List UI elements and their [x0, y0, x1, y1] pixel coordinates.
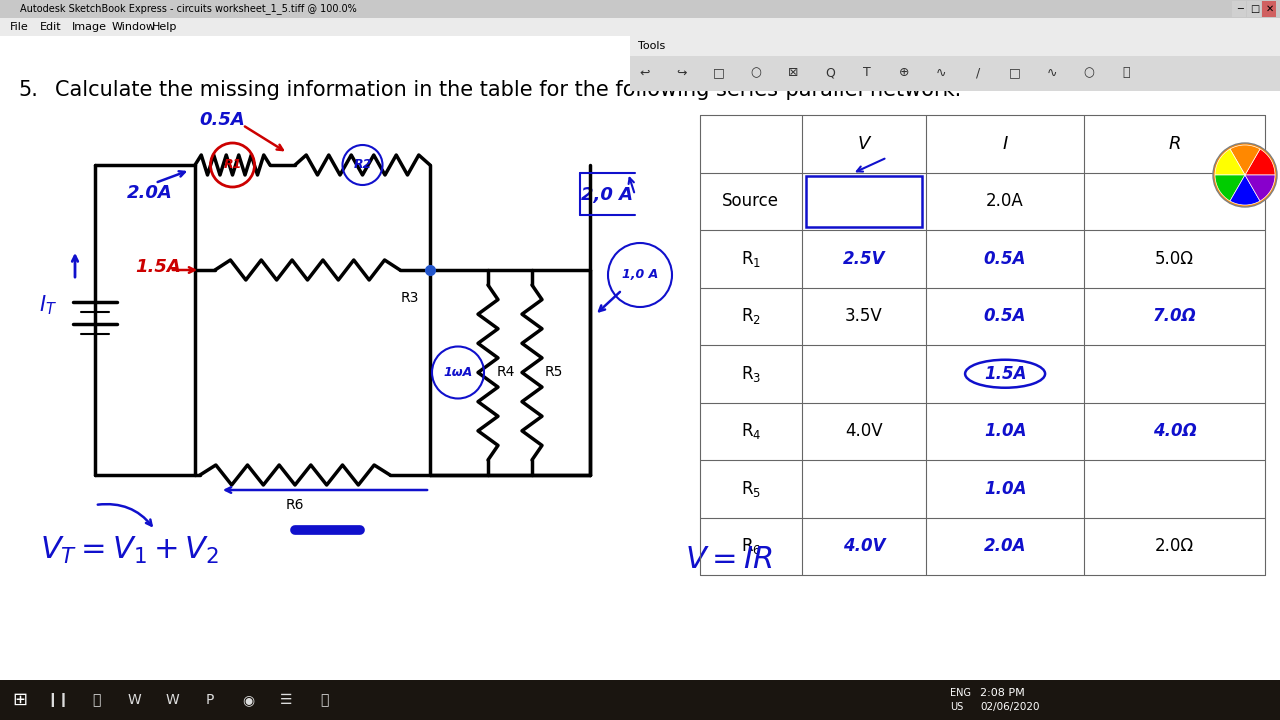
Text: 02/06/2020: 02/06/2020	[980, 702, 1039, 712]
Text: ⊠: ⊠	[787, 66, 799, 79]
Text: Autodesk SketchBook Express - circuits worksheet_1_5.tiff @ 100.0%: Autodesk SketchBook Express - circuits w…	[20, 4, 357, 14]
Bar	[805, 176, 922, 227]
Text: R4: R4	[497, 366, 515, 379]
Text: ✕: ✕	[1266, 4, 1274, 14]
Text: ○: ○	[1084, 66, 1094, 79]
Text: ○: ○	[750, 66, 762, 79]
Text: R: R	[1169, 135, 1181, 153]
Text: 2,0 A: 2,0 A	[581, 186, 634, 204]
Text: 📁: 📁	[92, 693, 100, 707]
Wedge shape	[1230, 175, 1260, 205]
Text: W: W	[127, 693, 141, 707]
Text: 2.0A: 2.0A	[127, 184, 173, 202]
Text: 4.0V: 4.0V	[845, 422, 883, 440]
Bar	[1247, 1, 1261, 17]
Text: 0.5A: 0.5A	[200, 111, 246, 129]
Text: ⊞: ⊞	[13, 691, 28, 709]
Text: R$_4$: R$_4$	[741, 421, 762, 441]
Text: R$_3$: R$_3$	[741, 364, 760, 384]
Text: ↪: ↪	[677, 66, 687, 79]
Text: Calculate the missing information in the table for the following series-parallel: Calculate the missing information in the…	[55, 80, 961, 100]
Text: /: /	[975, 66, 980, 79]
Text: ⊕: ⊕	[899, 66, 909, 79]
Text: R$_6$: R$_6$	[741, 536, 762, 557]
Text: R6: R6	[285, 498, 305, 512]
Text: Edit: Edit	[40, 22, 61, 32]
Bar	[1262, 1, 1276, 17]
Text: R$_5$: R$_5$	[741, 479, 760, 499]
Bar	[630, 36, 1280, 56]
Text: US: US	[950, 702, 964, 712]
Text: 1.5A: 1.5A	[136, 258, 180, 276]
Text: $I_T$: $I_T$	[38, 293, 58, 317]
Bar	[0, 680, 1280, 720]
Text: 2.0Ω: 2.0Ω	[1155, 537, 1194, 555]
Text: File: File	[10, 22, 28, 32]
Text: R$_2$: R$_2$	[741, 306, 760, 326]
Bar	[0, 36, 1280, 680]
Text: Source: Source	[722, 192, 780, 210]
Text: 5.0Ω: 5.0Ω	[1155, 250, 1194, 268]
Text: 4.0V: 4.0V	[842, 537, 884, 555]
Text: Window: Window	[113, 22, 156, 32]
Wedge shape	[1215, 175, 1245, 201]
Text: 1.5A: 1.5A	[984, 365, 1027, 383]
Text: I: I	[1002, 135, 1007, 153]
Text: $V_T = V_1 + V_2$: $V_T = V_1 + V_2$	[40, 534, 219, 565]
Bar	[1231, 1, 1245, 17]
Text: □: □	[1251, 4, 1260, 14]
Text: 2:08 PM: 2:08 PM	[980, 688, 1025, 698]
Text: ↩: ↩	[640, 66, 650, 79]
Text: R3: R3	[401, 291, 419, 305]
Text: 7.0Ω: 7.0Ω	[1153, 307, 1197, 325]
Text: Q: Q	[826, 66, 835, 79]
Text: 1.0A: 1.0A	[984, 422, 1027, 440]
Text: 🔴: 🔴	[320, 693, 328, 707]
Text: 1,0 A: 1,0 A	[622, 269, 658, 282]
Text: Tools: Tools	[637, 41, 666, 51]
Text: ❙❙: ❙❙	[46, 693, 69, 707]
Text: P: P	[206, 693, 214, 707]
Text: □: □	[1009, 66, 1021, 79]
Text: ENG: ENG	[950, 688, 972, 698]
Text: 0.5A: 0.5A	[984, 250, 1027, 268]
Text: 1ωA: 1ωA	[443, 366, 472, 379]
Text: $V = IR$: $V = IR$	[685, 546, 773, 575]
Text: 4.0Ω: 4.0Ω	[1153, 422, 1197, 440]
Wedge shape	[1215, 149, 1245, 175]
Wedge shape	[1245, 149, 1275, 175]
Text: ◉: ◉	[242, 693, 253, 707]
Text: 5.: 5.	[18, 80, 38, 100]
Text: Help: Help	[152, 22, 178, 32]
Text: 0.5A: 0.5A	[984, 307, 1027, 325]
Text: T: T	[863, 66, 870, 79]
Wedge shape	[1245, 175, 1275, 201]
Text: ─: ─	[1236, 4, 1243, 14]
Text: R$_1$: R$_1$	[741, 248, 760, 269]
Text: 1.0A: 1.0A	[984, 480, 1027, 498]
Text: 2.5V: 2.5V	[842, 250, 884, 268]
Text: 2.0A: 2.0A	[984, 537, 1027, 555]
Bar	[0, 18, 1280, 36]
Text: R1: R1	[223, 158, 242, 171]
Text: ∿: ∿	[1047, 66, 1057, 79]
Text: W: W	[165, 693, 179, 707]
Text: Image: Image	[72, 22, 108, 32]
Text: ∿: ∿	[936, 66, 946, 79]
Circle shape	[1213, 143, 1277, 207]
Text: ⎘: ⎘	[1123, 66, 1130, 79]
Text: V: V	[858, 135, 870, 153]
Bar	[630, 56, 1280, 91]
Text: 2.0A: 2.0A	[986, 192, 1024, 210]
Bar	[0, 0, 1280, 18]
Text: 3.5V: 3.5V	[845, 307, 883, 325]
Text: R2: R2	[353, 158, 371, 171]
Wedge shape	[1230, 145, 1260, 175]
Text: □: □	[713, 66, 724, 79]
Text: R5: R5	[545, 366, 563, 379]
Text: ☰: ☰	[280, 693, 292, 707]
